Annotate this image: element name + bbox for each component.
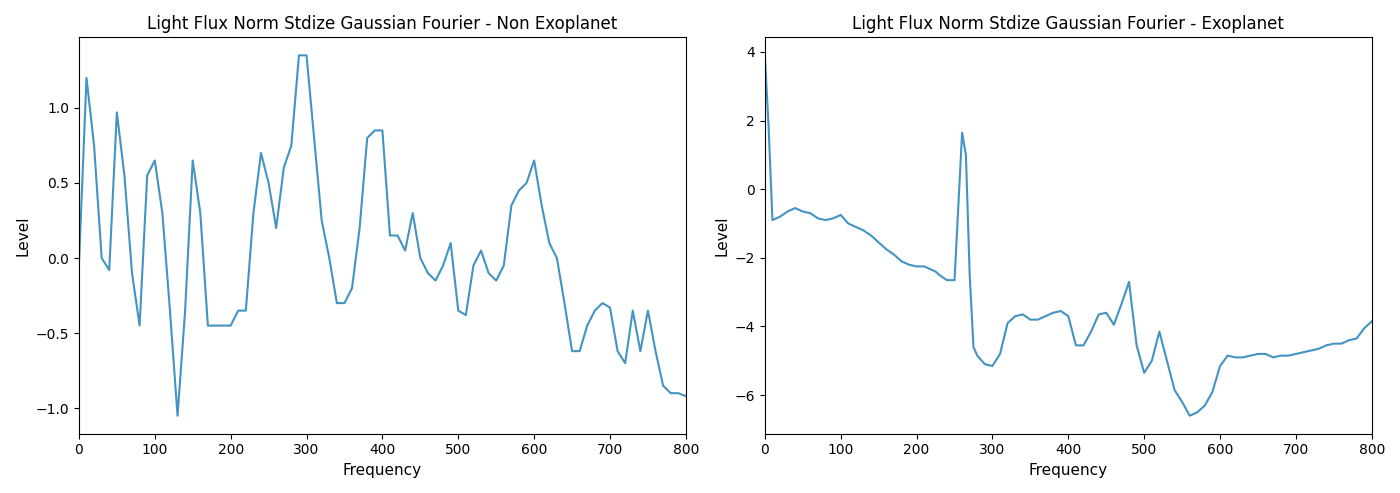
Y-axis label: Level: Level bbox=[714, 215, 729, 256]
X-axis label: Frequency: Frequency bbox=[343, 463, 421, 478]
X-axis label: Frequency: Frequency bbox=[1029, 463, 1107, 478]
Title: Light Flux Norm Stdize Gaussian Fourier - Exoplanet: Light Flux Norm Stdize Gaussian Fourier … bbox=[853, 15, 1284, 33]
Title: Light Flux Norm Stdize Gaussian Fourier - Non Exoplanet: Light Flux Norm Stdize Gaussian Fourier … bbox=[147, 15, 617, 33]
Y-axis label: Level: Level bbox=[15, 215, 29, 256]
